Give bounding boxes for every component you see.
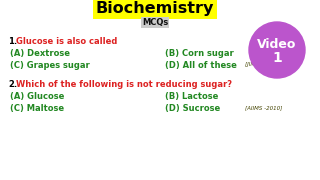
Text: Biochemistry: Biochemistry	[96, 1, 214, 17]
Text: Which of the following is not reducing sugar?: Which of the following is not reducing s…	[16, 80, 232, 89]
Text: (B) Lactose: (B) Lactose	[165, 92, 218, 101]
Text: (A) Dextrose: (A) Dextrose	[10, 49, 70, 58]
Text: (B) Corn sugar: (B) Corn sugar	[165, 49, 234, 58]
Text: Glucose is also called: Glucose is also called	[16, 37, 117, 46]
Text: (D) Sucrose: (D) Sucrose	[165, 104, 220, 113]
Text: 1: 1	[272, 51, 282, 65]
Text: MCQs: MCQs	[142, 17, 168, 26]
Text: (C) Maltose: (C) Maltose	[10, 104, 64, 113]
Text: Video: Video	[257, 37, 297, 51]
Circle shape	[249, 22, 305, 78]
Text: (A) Glucose: (A) Glucose	[10, 92, 64, 101]
Text: 2.: 2.	[8, 80, 17, 89]
Text: [AIIMS -2010]: [AIIMS -2010]	[245, 105, 282, 110]
Text: 1.: 1.	[8, 37, 17, 46]
Text: [JIMPER -2014]: [JIMPER -2014]	[245, 62, 286, 67]
Text: (C) Grapes sugar: (C) Grapes sugar	[10, 61, 90, 70]
Text: (D) All of these: (D) All of these	[165, 61, 237, 70]
